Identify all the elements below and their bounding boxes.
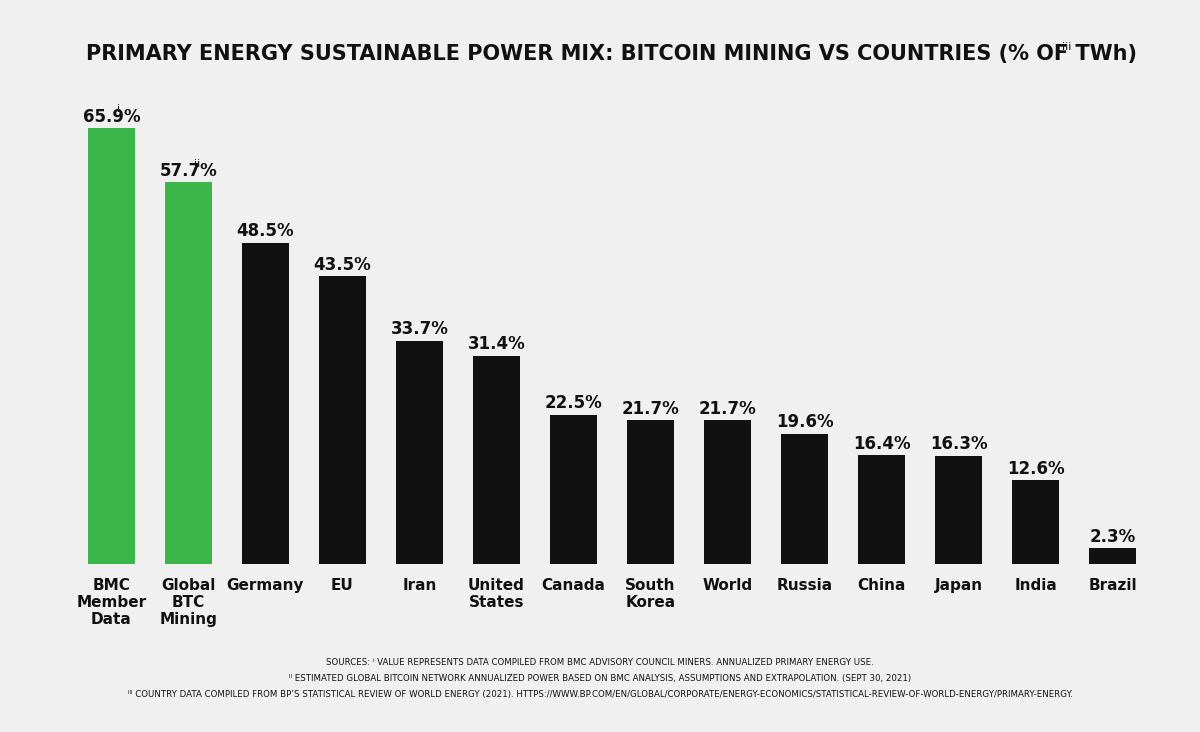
Text: 19.6%: 19.6%: [775, 414, 833, 431]
Text: iii: iii: [1062, 42, 1072, 52]
Text: 48.5%: 48.5%: [236, 223, 294, 241]
Text: 2.3%: 2.3%: [1090, 528, 1135, 546]
Bar: [89, 128, 134, 564]
Text: 22.5%: 22.5%: [545, 395, 602, 412]
Bar: [242, 243, 288, 564]
Text: ᴵᴵᴵ COUNTRY DATA COMPILED FROM BP’S STATISTICAL REVIEW OF WORLD ENERGY (2021). H: ᴵᴵᴵ COUNTRY DATA COMPILED FROM BP’S STAT…: [127, 690, 1073, 699]
Text: 21.7%: 21.7%: [622, 400, 679, 417]
Bar: [319, 276, 366, 564]
Text: 16.4%: 16.4%: [853, 435, 911, 452]
Text: ᴵᴵ ESTIMATED GLOBAL BITCOIN NETWORK ANNUALIZED POWER BASED ON BMC ANALYSIS, ASSU: ᴵᴵ ESTIMATED GLOBAL BITCOIN NETWORK ANNU…: [289, 674, 911, 683]
Text: 21.7%: 21.7%: [698, 400, 756, 417]
Text: 43.5%: 43.5%: [313, 255, 371, 274]
Bar: [396, 341, 443, 564]
Bar: [166, 182, 211, 564]
Text: ii: ii: [194, 159, 200, 168]
Text: i: i: [118, 105, 120, 114]
Text: 16.3%: 16.3%: [930, 436, 988, 453]
Text: 33.7%: 33.7%: [390, 321, 449, 338]
Text: 12.6%: 12.6%: [1007, 460, 1064, 478]
Bar: [1013, 480, 1058, 564]
Bar: [628, 420, 673, 564]
Bar: [781, 434, 828, 564]
Text: 65.9%: 65.9%: [83, 108, 140, 125]
Bar: [1090, 548, 1135, 564]
Bar: [858, 455, 905, 564]
Bar: [473, 356, 520, 564]
Bar: [704, 420, 751, 564]
Bar: [936, 456, 982, 564]
Text: 57.7%: 57.7%: [160, 162, 217, 179]
Text: SOURCES: ⁱ VALUE REPRESENTS DATA COMPILED FROM BMC ADVISORY COUNCIL MINERS. ANNU: SOURCES: ⁱ VALUE REPRESENTS DATA COMPILE…: [326, 658, 874, 667]
Text: 31.4%: 31.4%: [468, 335, 526, 354]
Bar: [551, 415, 596, 564]
Text: PRIMARY ENERGY SUSTAINABLE POWER MIX: BITCOIN MINING VS COUNTRIES (% OF TWh): PRIMARY ENERGY SUSTAINABLE POWER MIX: BI…: [86, 44, 1138, 64]
